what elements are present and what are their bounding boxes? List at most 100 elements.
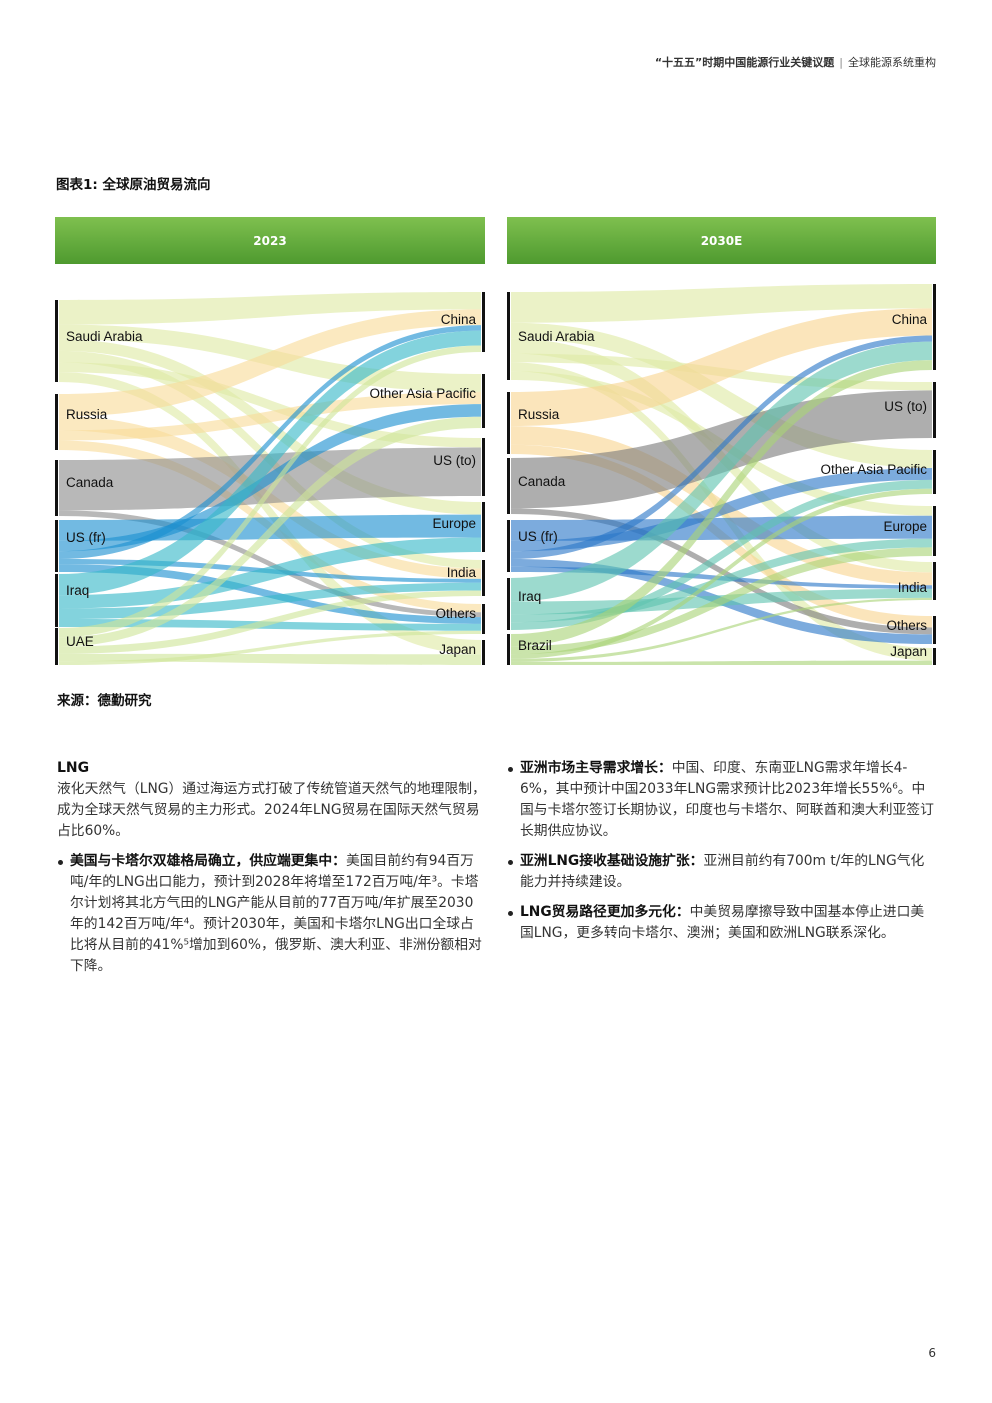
source-node-bar xyxy=(507,392,510,454)
chart-banner-2030e: 2030E xyxy=(507,217,936,264)
flow-brazil-to-other-asia-pacific xyxy=(511,488,932,659)
flow-us-fr--to-others xyxy=(59,564,481,624)
target-node-bar xyxy=(933,506,936,556)
source-node-bar xyxy=(55,628,58,665)
bullet-lead: 亚洲市场主导需求增长： xyxy=(520,760,672,776)
target-node-bar xyxy=(482,604,485,634)
figure-source: 来源：德勤研究 xyxy=(57,693,152,709)
source-label: Brazil xyxy=(518,638,552,653)
bullet-item: 亚洲市场主导需求增长：中国、印度、东南亚LNG需求年增长4-6%，其中预计中国2… xyxy=(507,758,937,842)
flow-russia-to-china xyxy=(511,308,932,427)
target-node-bar xyxy=(933,450,936,494)
flow-saudi-arabia-to-china xyxy=(511,284,932,323)
bullet-item: LNG贸易路径更加多元化：中美贸易摩擦导致中国基本停止进口美国LNG，更多转向卡… xyxy=(507,902,937,944)
flow-russia-to-china xyxy=(59,309,481,417)
bullet-body: 亚洲目前约有700m t/年的LNG气化能力并持续建设。 xyxy=(520,853,925,890)
bullet-lead: LNG贸易路径更加多元化： xyxy=(520,904,690,920)
bullet-lead: 美国与卡塔尔双雄格局确立，供应端更集中： xyxy=(70,853,346,869)
source-node-bar xyxy=(55,394,58,450)
sankey-chart-2030e: Saudi Arabia Russia Canada US (fr) Iraq Brazi… xyxy=(507,284,936,665)
target-label: China xyxy=(892,312,928,327)
source-label: UAE xyxy=(66,634,94,649)
flow-brazil-to-china xyxy=(511,360,932,647)
flow-us-fr--to-china xyxy=(511,335,932,559)
source-label: Canada xyxy=(518,474,566,489)
target-label: India xyxy=(898,580,928,595)
section-heading: LNG xyxy=(57,760,90,776)
flow-canada-to-others xyxy=(59,510,481,618)
flow-saudi-arabia-to-other-asia-pacific xyxy=(511,322,932,469)
flow-us-fr--to-other-asia-pacific xyxy=(59,404,481,552)
target-node-bar xyxy=(482,502,485,552)
header-title-regular: 全球能源系统重构 xyxy=(848,56,936,69)
flow-canada-to-others xyxy=(511,508,932,635)
source-node-bar xyxy=(55,574,58,627)
target-label: Others xyxy=(886,618,927,633)
target-node-bar xyxy=(933,616,936,644)
flow-iraq-to-india xyxy=(59,582,481,620)
target-node-bar xyxy=(482,560,485,596)
flow-iraq-to-china xyxy=(59,330,481,596)
bullet-body: 中美贸易摩擦导致中国基本停止进口美国LNG，更多转向卡塔尔、澳洲；美国和欧洲LN… xyxy=(520,904,925,941)
bullet-body: 中国、印度、东南亚LNG需求年增长4-6%，其中预计中国2033年LNG需求预计… xyxy=(520,760,934,839)
target-node-bar xyxy=(933,562,936,600)
target-label: Other Asia Pacific xyxy=(369,386,476,401)
flow-uae-to-japan xyxy=(59,653,481,665)
header-title-bold: “十五五”时期中国能源行业关键议题 xyxy=(654,56,835,69)
bullet-lead: 亚洲LNG接收基础设施扩张： xyxy=(520,853,704,869)
target-label: China xyxy=(441,312,477,327)
bullet-item: 美国与卡塔尔双雄格局确立，供应端更集中：美国目前约有94百万吨/年的LNG出口能… xyxy=(57,851,487,977)
flow-uae-to-others xyxy=(59,630,481,665)
nodes: Saudi Arabia Russia Canada US (fr) Iraq UAE Ch… xyxy=(55,292,485,665)
chart-banner-2023: 2023 xyxy=(55,217,485,264)
flow-saudi-arabia-to-china xyxy=(59,292,481,325)
flow-iraq-to-europe xyxy=(511,538,932,623)
source-node-bar xyxy=(507,292,510,380)
flow-iraq-to-china xyxy=(511,341,932,602)
section-intro: 液化天然气（LNG）通过海运方式打破了传统管道天然气的地理限制，成为全球天然气贸… xyxy=(57,781,486,839)
source-label: Saudi Arabia xyxy=(66,329,143,344)
flow-iraq-to-europe xyxy=(59,537,481,609)
flow-uae-to-other-asia-pacific xyxy=(59,416,481,647)
source-node-bar xyxy=(507,634,510,665)
flow-us-fr--to-china xyxy=(59,325,481,559)
source-label: Russia xyxy=(66,407,108,422)
flow-brazil-to-india xyxy=(511,597,932,662)
source-node-bar xyxy=(55,520,58,572)
target-node-bar xyxy=(482,640,485,665)
text-column-right: 亚洲市场主导需求增长：中国、印度、东南亚LNG需求年增长4-6%，其中预计中国2… xyxy=(507,758,937,953)
target-node-bar xyxy=(933,648,936,665)
source-node-bar xyxy=(507,458,510,514)
nodes: Saudi Arabia Russia Canada US (fr) Iraq Brazi… xyxy=(507,284,936,665)
source-label: Canada xyxy=(66,475,114,490)
target-label: Other Asia Pacific xyxy=(820,462,927,477)
target-node-bar xyxy=(933,284,936,370)
target-label: Japan xyxy=(890,644,927,659)
text-column-left: LNG 液化天然气（LNG）通过海运方式打破了传统管道天然气的地理限制，成为全球… xyxy=(57,758,487,986)
flows xyxy=(511,284,932,665)
target-node-bar xyxy=(933,382,936,438)
source-label: Russia xyxy=(518,407,560,422)
flow-us-fr--to-other-asia-pacific xyxy=(511,468,932,552)
target-label: India xyxy=(447,565,477,580)
target-label: Europe xyxy=(883,519,927,534)
running-header: “十五五”时期中国能源行业关键议题 | 全球能源系统重构 xyxy=(655,54,936,70)
bullet-item: 亚洲LNG接收基础设施扩张：亚洲目前约有700m t/年的LNG气化能力并持续建… xyxy=(507,851,937,893)
flow-saudi-arabia-to-us-to- xyxy=(59,362,481,448)
flow-saudi-arabia-to-europe xyxy=(59,339,481,515)
target-label: Europe xyxy=(432,516,476,531)
flow-saudi-arabia-to-japan xyxy=(59,372,481,655)
flow-brazil-to-europe xyxy=(511,547,932,655)
source-node-bar xyxy=(507,520,510,572)
flows xyxy=(59,292,481,665)
flow-uae-to-china xyxy=(59,345,481,638)
target-node-bar xyxy=(482,374,485,428)
target-node-bar xyxy=(482,438,485,496)
page-number: 6 xyxy=(928,1346,936,1360)
bullet-body: 美国目前约有94百万吨/年的LNG出口能力，预计到2028年将增至172百万吨/… xyxy=(70,853,482,974)
flow-russia-to-other-asia-pacific xyxy=(59,391,481,441)
header-separator: | xyxy=(839,56,843,69)
target-label: Others xyxy=(435,606,476,621)
source-node-bar xyxy=(55,300,58,382)
sankey-chart-2023: Saudi Arabia Russia Canada US (fr) Iraq UAE Ch… xyxy=(55,292,485,665)
